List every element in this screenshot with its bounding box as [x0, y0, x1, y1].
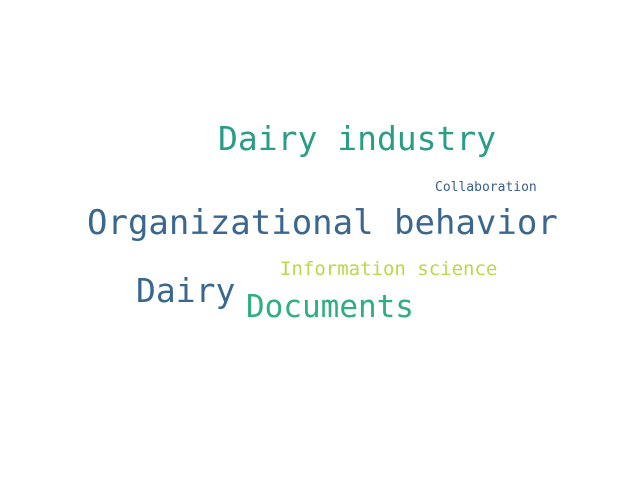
word-collaboration: Collaboration — [435, 180, 537, 195]
word-dairy-industry: Dairy industry — [218, 119, 497, 158]
word-dairy: Dairy — [136, 271, 236, 310]
word-information-science: Information science — [280, 258, 498, 280]
word-organizational-behavior: Organizational behavior — [87, 203, 558, 243]
word-documents: Documents — [246, 289, 414, 325]
